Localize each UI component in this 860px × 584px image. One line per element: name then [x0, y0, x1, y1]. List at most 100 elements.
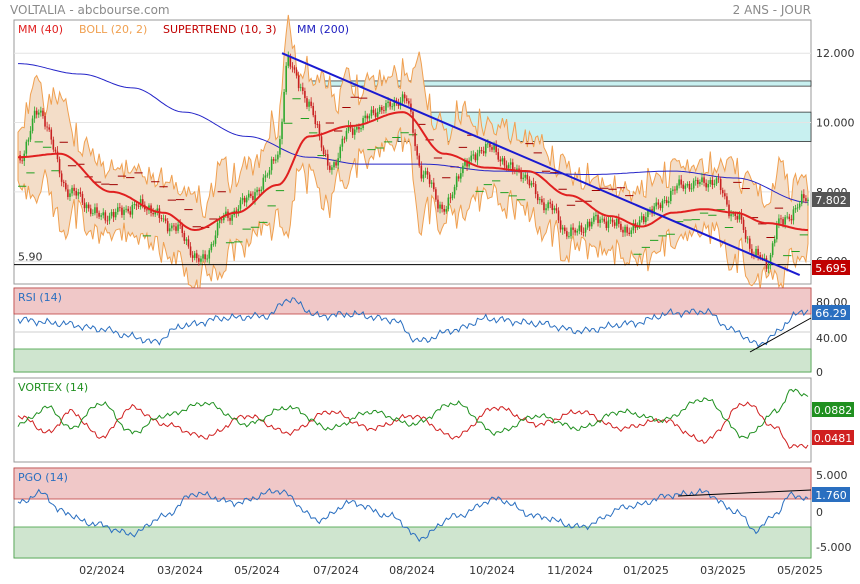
- candle-body: [229, 217, 231, 221]
- rsi-oversold-zone: [13, 348, 812, 373]
- candle-body: [563, 227, 566, 232]
- x-tick-label: 07/2024: [313, 564, 359, 577]
- candle-body: [659, 204, 662, 209]
- vortex-panel: VORTEX (14) 0.0882 0.0481: [13, 377, 854, 463]
- candle-body: [701, 177, 703, 182]
- candle-body: [491, 147, 493, 150]
- candle-body: [738, 214, 741, 220]
- pgo-upper-zone: [13, 467, 812, 500]
- candle-body: [588, 221, 591, 227]
- candle-body: [757, 248, 759, 256]
- candle-body: [713, 183, 716, 185]
- candle-body: [401, 94, 404, 102]
- candle-body: [682, 184, 685, 189]
- candle-body: [141, 199, 144, 205]
- candle-body: [287, 55, 290, 66]
- candle-body: [131, 204, 134, 215]
- candle-body: [489, 143, 491, 148]
- candle-body: [48, 127, 50, 130]
- x-tick-label: 01/2025: [623, 564, 669, 577]
- candle-body: [732, 213, 734, 215]
- candle-body: [214, 235, 217, 244]
- candle-body: [719, 179, 722, 191]
- candle-body: [347, 125, 350, 131]
- candle-body: [368, 115, 371, 119]
- candle-body: [193, 253, 196, 258]
- candle-body: [657, 202, 660, 205]
- candle-body: [711, 179, 714, 185]
- candle-body: [92, 213, 94, 215]
- candle-body: [329, 165, 331, 170]
- candle-body: [318, 124, 321, 137]
- candle-body: [96, 207, 98, 213]
- candle-body: [632, 223, 635, 231]
- candle-body: [792, 209, 795, 221]
- mm200-line: [18, 63, 809, 203]
- chart-source-title: VOLTALIA - abcbourse.com: [10, 3, 170, 17]
- candle-body: [210, 244, 213, 251]
- candle-body: [385, 103, 387, 111]
- candle-body: [549, 202, 552, 204]
- candle-body: [345, 130, 348, 140]
- rsi-tick-0: 0: [816, 366, 823, 379]
- candle-body: [125, 208, 127, 210]
- candle-body: [705, 182, 707, 188]
- vortex-plus-box: [812, 402, 854, 417]
- candle-body: [796, 207, 799, 209]
- candle-body: [518, 168, 520, 171]
- candle-body: [33, 110, 36, 119]
- candle-body: [511, 162, 514, 171]
- candle-body: [493, 145, 495, 150]
- legend-boll: BOLL (20, 2): [79, 23, 147, 36]
- candle-body: [755, 248, 757, 256]
- candle-body: [615, 218, 618, 226]
- candle-body: [439, 204, 441, 209]
- candle-body: [601, 218, 603, 220]
- price-tick-label: 12.000: [816, 47, 855, 60]
- candle-body: [541, 199, 543, 203]
- candle-body: [430, 182, 433, 184]
- candle-body: [173, 225, 175, 227]
- candle-body: [220, 219, 223, 221]
- candle-body: [572, 227, 574, 230]
- candle-body: [611, 219, 614, 223]
- candle-body: [559, 220, 562, 230]
- vortex-plus-line: [17, 388, 809, 439]
- candle-body: [520, 170, 522, 179]
- candle-body: [387, 101, 389, 104]
- candle-body: [586, 221, 589, 228]
- candle-body: [75, 190, 78, 196]
- rsi-tick-40: 40.00: [816, 332, 848, 345]
- candle-body: [44, 116, 46, 127]
- last-price-label: 7.802: [815, 194, 847, 207]
- candle-body: [763, 258, 766, 259]
- candle-body: [177, 224, 179, 231]
- vortex-title: VORTEX (14): [18, 381, 88, 394]
- candle-body: [543, 202, 545, 211]
- candle-body: [728, 204, 730, 217]
- x-tick-label: 03/2025: [700, 564, 746, 577]
- candle-body: [339, 146, 342, 159]
- legend-supertrend: SUPERTREND (10, 3): [163, 23, 277, 36]
- candle-body: [127, 208, 129, 212]
- candle-body: [557, 210, 560, 221]
- support-label: 5.90: [18, 251, 43, 264]
- candle-body: [58, 159, 61, 174]
- rsi-title: RSI (14): [18, 291, 62, 304]
- candle-body: [715, 178, 718, 184]
- candle-body: [356, 127, 358, 130]
- candle-body: [331, 167, 333, 170]
- candle-body: [566, 231, 568, 237]
- vortex-minus-line: [17, 401, 809, 449]
- candle-body: [684, 185, 687, 189]
- candle-body: [175, 226, 177, 231]
- bollinger-band: [17, 14, 809, 300]
- candle-body: [206, 258, 208, 260]
- candle-body: [119, 207, 121, 209]
- rsi-line: [17, 297, 809, 348]
- candle-body: [432, 182, 435, 190]
- pgo-line: [17, 487, 809, 543]
- candle-body: [73, 187, 75, 191]
- candle-body: [686, 183, 689, 186]
- candle-body: [484, 144, 487, 154]
